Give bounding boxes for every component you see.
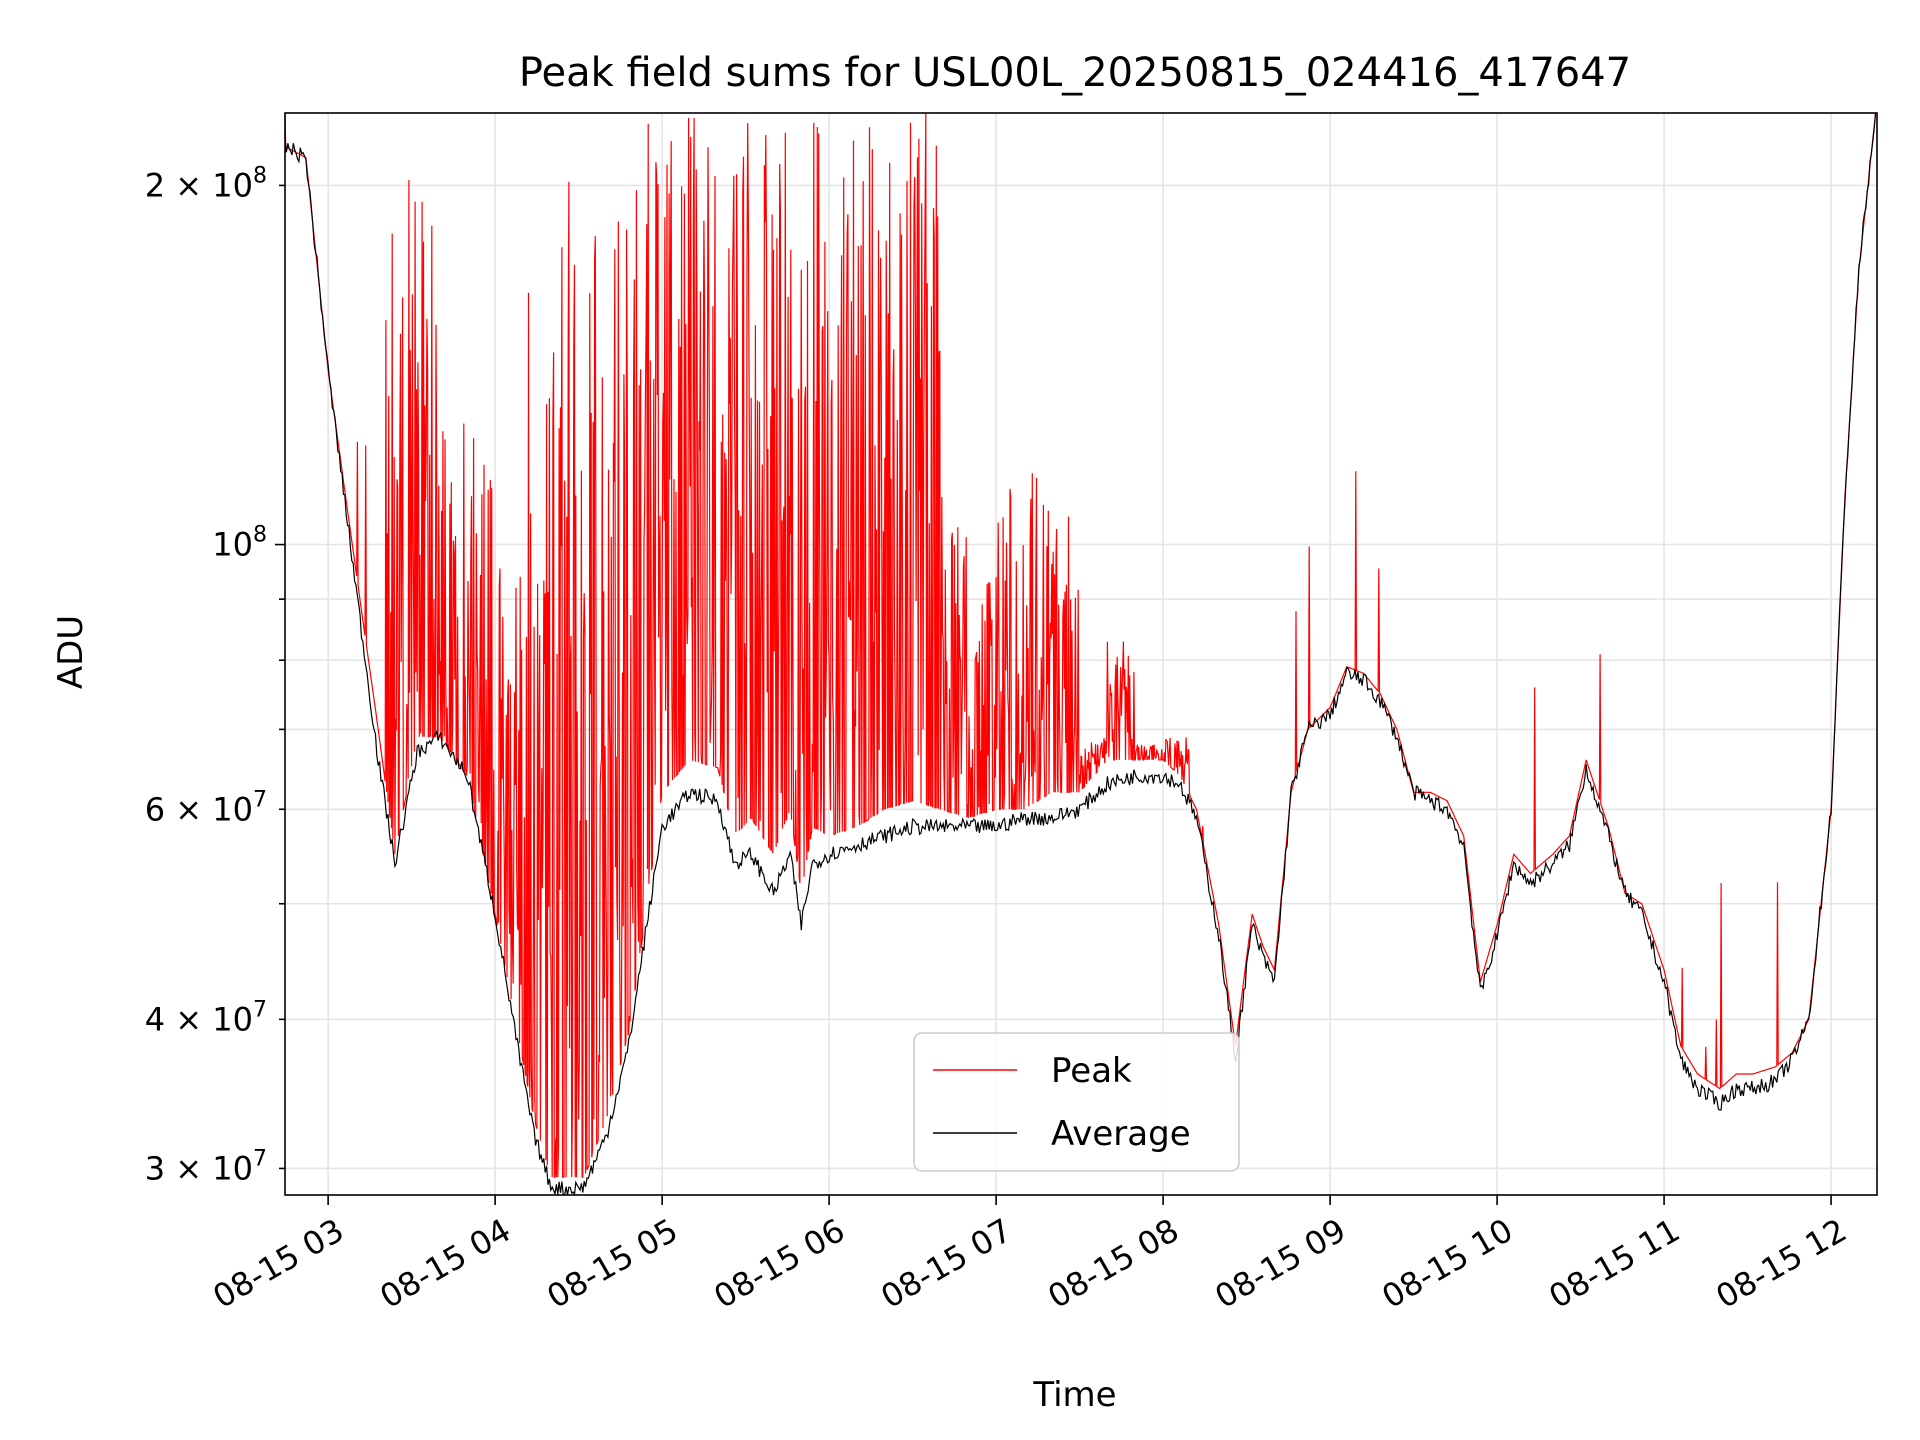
y-axis-label: ADU bbox=[51, 615, 91, 689]
grid bbox=[285, 113, 1877, 1195]
y-axis: 108 3 × 107 4 × 107 6 × 107 2 × 108 bbox=[145, 163, 285, 1187]
legend-label-peak: Peak bbox=[1051, 1051, 1132, 1091]
legend-label-average: Average bbox=[1051, 1114, 1191, 1154]
x-axis-label: Time bbox=[1032, 1375, 1116, 1415]
series-layer bbox=[284, 112, 1878, 1197]
legend: Peak Average bbox=[913, 1032, 1240, 1172]
y-tick-label: 108 bbox=[212, 523, 267, 564]
plot-frame bbox=[284, 112, 1878, 1196]
y-tick-label: 6 × 107 bbox=[145, 787, 267, 828]
y-tick-label: 2 × 108 bbox=[145, 163, 267, 204]
y-tick-label: 4 × 107 bbox=[145, 997, 267, 1038]
y-tick-label: 3 × 107 bbox=[145, 1146, 267, 1187]
series-peak bbox=[284, 112, 1877, 1178]
series-average bbox=[284, 112, 1878, 1197]
chart-title: Peak field sums for USL00L_20250815_0244… bbox=[519, 50, 1631, 96]
